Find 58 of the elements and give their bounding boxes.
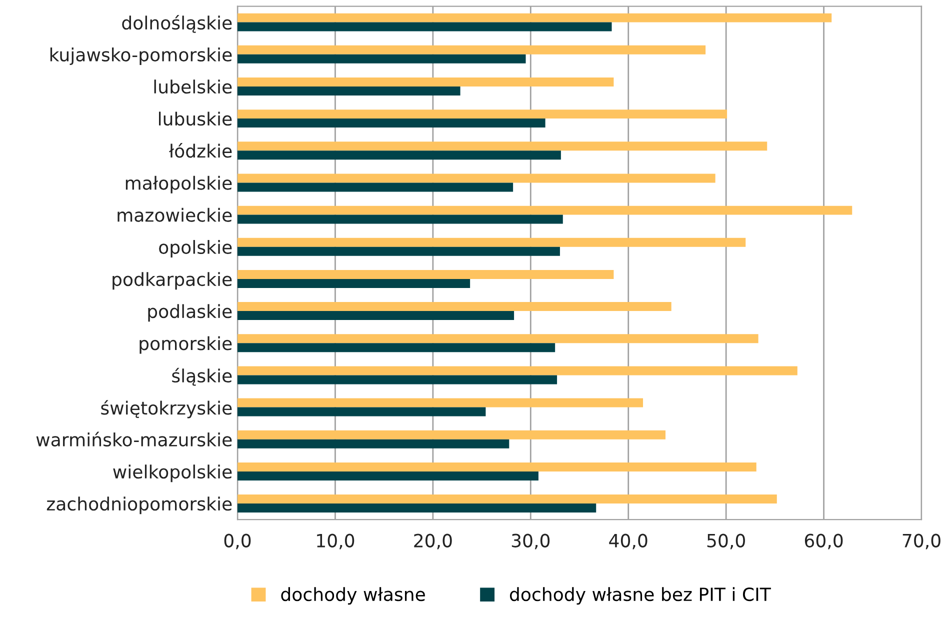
bar — [238, 462, 756, 472]
bar — [238, 150, 561, 160]
bar — [238, 270, 614, 279]
bar — [238, 278, 470, 288]
bar — [238, 334, 758, 344]
y-tick-label: małopolskie — [126, 176, 232, 194]
x-tick-label: 40,0 — [609, 534, 648, 550]
y-tick-label: lubuskie — [158, 112, 232, 126]
bar — [238, 22, 612, 32]
y-tick-label: śląskie — [172, 368, 232, 386]
y-tick-label: kujawsko-pomorskie — [50, 48, 232, 65]
bar — [238, 375, 558, 384]
bar — [238, 407, 486, 416]
bar — [238, 430, 666, 440]
y-tick-label: zachodniopomorskie — [46, 496, 232, 514]
y-tick-label: opolskie — [159, 240, 232, 258]
bar — [238, 206, 852, 215]
y-tick-label: świętokrzyskie — [101, 400, 232, 418]
x-tick-label: 60,0 — [804, 534, 843, 550]
bar — [238, 494, 777, 504]
bar — [238, 45, 706, 54]
bar — [238, 366, 798, 376]
bar — [238, 246, 560, 256]
bar — [238, 54, 526, 64]
x-tick-label: 10,0 — [317, 534, 354, 550]
bar — [238, 504, 596, 513]
bar — [238, 77, 614, 86]
x-tick-label: 20,0 — [414, 534, 452, 550]
y-tick-label: łódzkie — [168, 143, 232, 158]
bar — [238, 302, 672, 312]
x-tick-label: 50,0 — [707, 534, 745, 550]
y-tick-label: podlaskie — [148, 304, 232, 322]
bar — [238, 238, 746, 247]
bar — [238, 174, 716, 183]
y-tick-label: wielkopolskie — [113, 464, 232, 482]
y-tick-label: dolnośląskie — [122, 14, 232, 33]
bar — [238, 142, 768, 151]
bar — [238, 343, 556, 352]
bar — [238, 471, 538, 480]
x-tick-label: 0,0 — [224, 534, 251, 550]
x-tick-label: 70,0 — [902, 534, 940, 550]
y-tick-label: pomorskie — [140, 336, 232, 354]
bar — [238, 398, 644, 408]
y-tick-label: mazowieckie — [118, 208, 232, 222]
bar — [238, 439, 510, 448]
bar — [238, 13, 832, 22]
bar — [238, 214, 563, 224]
bar — [238, 311, 514, 320]
bar — [238, 110, 728, 119]
y-tick-label: lubelskie — [154, 80, 232, 94]
bar — [238, 182, 514, 192]
bar — [238, 86, 460, 96]
legend-label: dochody własne — [281, 587, 425, 605]
bar — [238, 118, 546, 128]
y-tick-label: podkarpackie — [112, 272, 232, 290]
x-tick-label: 30,0 — [512, 534, 550, 550]
legend-label: dochody własne bez PIT i CIT — [510, 587, 771, 605]
y-tick-label: warmińsko-mazurskie — [36, 432, 232, 446]
